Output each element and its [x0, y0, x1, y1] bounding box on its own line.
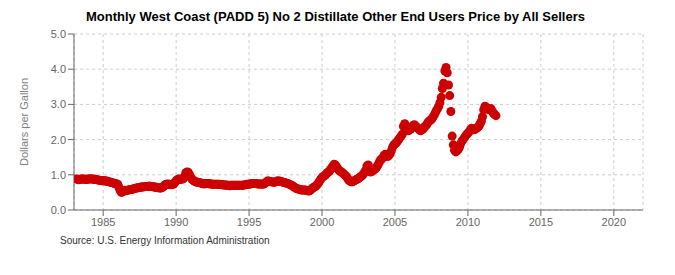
- svg-text:2020: 2020: [602, 216, 626, 228]
- svg-text:1995: 1995: [237, 216, 261, 228]
- svg-text:2.0: 2.0: [51, 134, 66, 146]
- svg-text:1985: 1985: [91, 216, 115, 228]
- svg-text:2015: 2015: [529, 216, 553, 228]
- svg-text:Dollars per Gallon: Dollars per Gallon: [18, 78, 30, 166]
- svg-text:2000: 2000: [310, 216, 334, 228]
- svg-text:0.0: 0.0: [51, 204, 66, 216]
- svg-text:3.0: 3.0: [51, 98, 66, 110]
- html-text:Monthly West Coast (PADD 5) No: Monthly West Coast (PADD 5) No 2 Distill…: [86, 9, 585, 24]
- svg-text:1.0: 1.0: [51, 169, 66, 181]
- svg-text:2005: 2005: [383, 216, 407, 228]
- html-text:Source: U.S. Energy Informatio: Source: U.S. Energy Information Administ…: [60, 235, 270, 246]
- svg-text:1990: 1990: [164, 216, 188, 228]
- svg-text:5.0: 5.0: [51, 28, 66, 40]
- svg-text:2010: 2010: [456, 216, 480, 228]
- svg-text:4.0: 4.0: [51, 63, 66, 75]
